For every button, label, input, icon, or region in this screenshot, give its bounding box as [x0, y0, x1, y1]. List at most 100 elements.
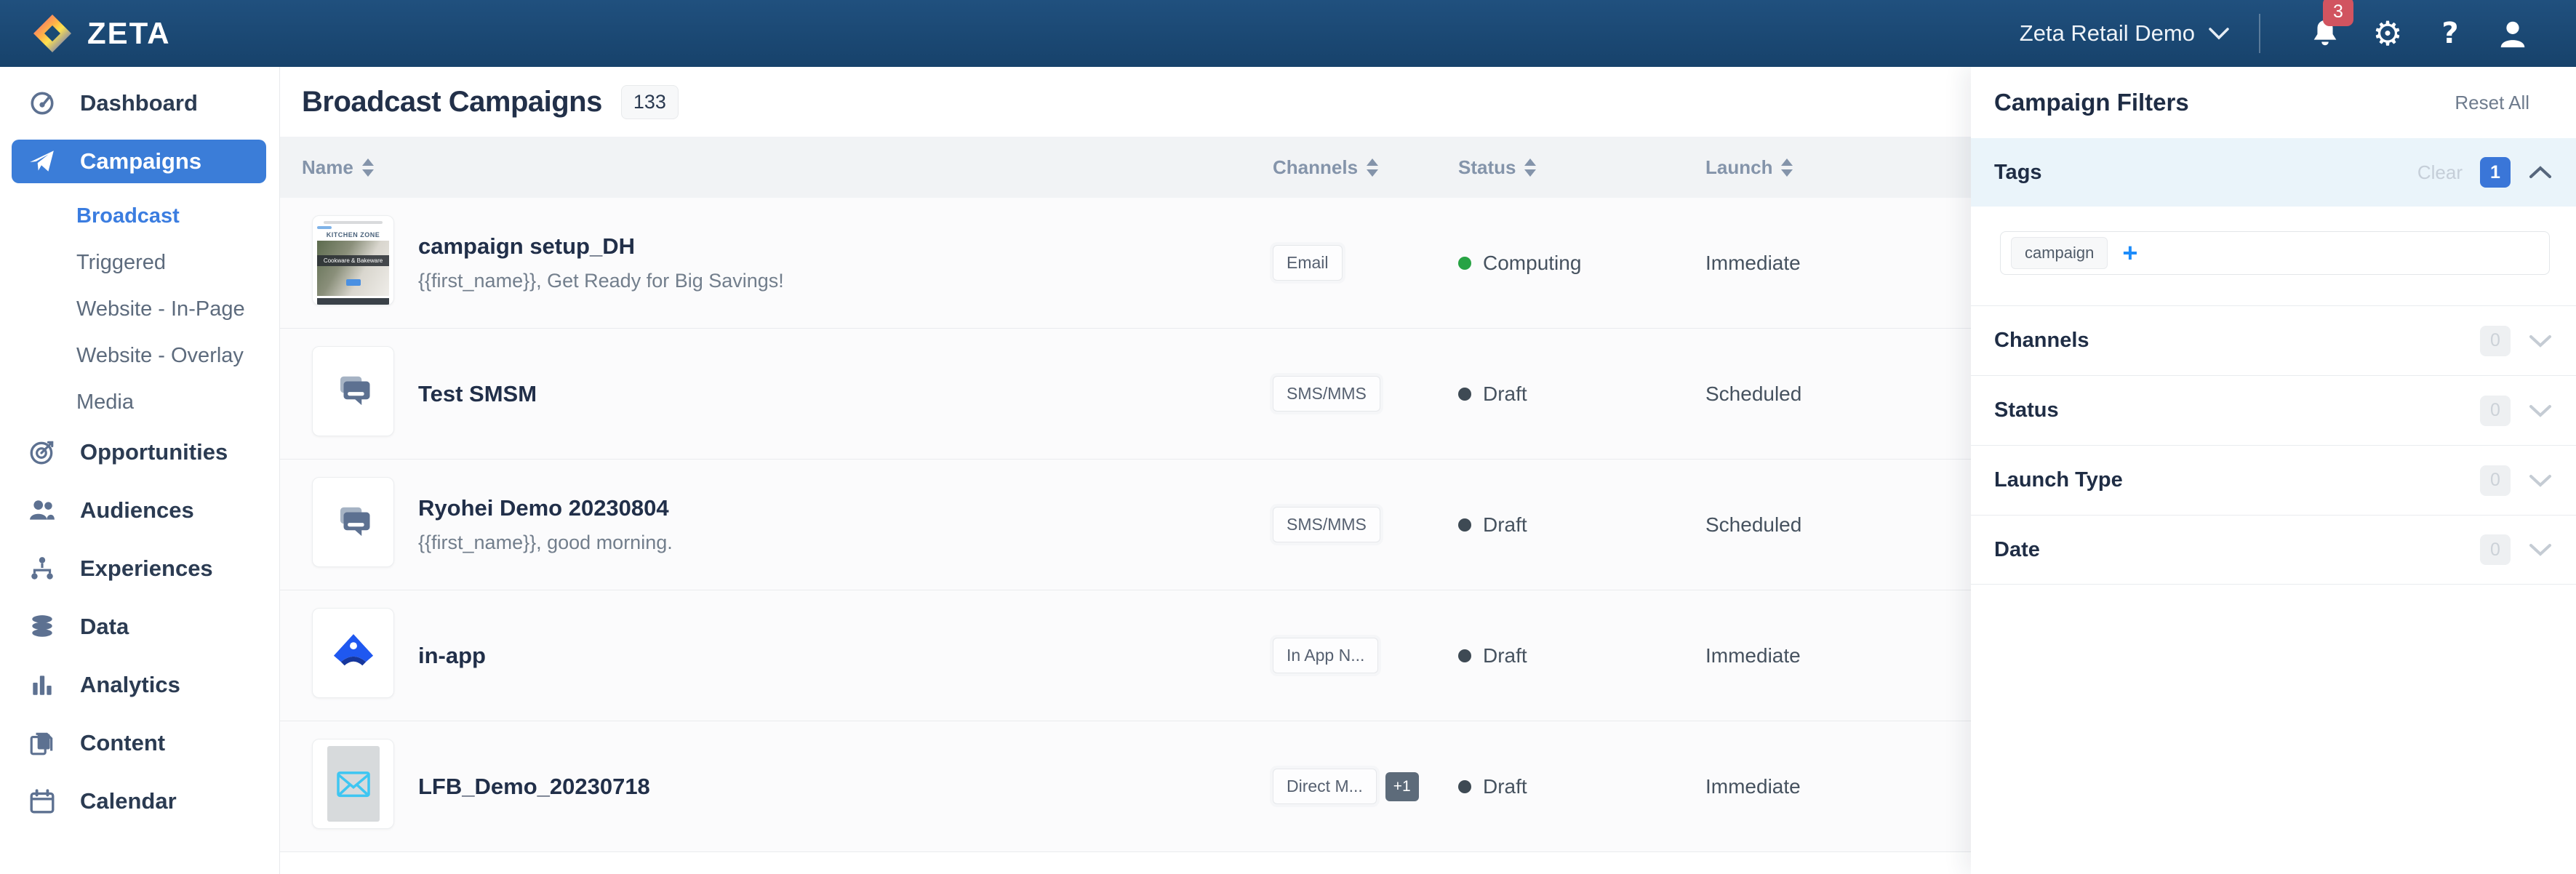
database-icon: [28, 613, 57, 641]
zeta-diamond-icon: [32, 13, 73, 54]
dashboard-icon: [28, 89, 57, 117]
name-cell: LFB_Demo_20230718: [418, 721, 650, 851]
column-header-status[interactable]: Status: [1458, 137, 1537, 198]
campaign-subject: {{first_name}}, good morning.: [418, 532, 673, 553]
sidebar-subitem-broadcast[interactable]: Broadcast: [76, 204, 180, 228]
table-row[interactable]: KITCHEN ZONE Cookware & Bakeware campaig…: [280, 198, 2576, 329]
sidebar-item-experiences[interactable]: Experiences: [12, 547, 266, 590]
campaign-name[interactable]: in-app: [418, 642, 486, 668]
status-text: Draft: [1483, 774, 1527, 798]
sidebar-item-label: Content: [80, 730, 166, 755]
date-count-badge: 0: [2480, 534, 2511, 565]
settings-button[interactable]: ⚙: [2356, 17, 2419, 50]
gear-icon: ⚙: [2372, 14, 2403, 53]
status-cell: Draft: [1458, 590, 1527, 721]
table-row[interactable]: Ryohei Demo 20230804 {{first_name}}, goo…: [280, 460, 2576, 590]
chevron-down-icon[interactable]: [2528, 473, 2553, 489]
sidebar-item-dashboard[interactable]: Dashboard: [12, 81, 266, 125]
sidebar-subitem-media[interactable]: Media: [76, 390, 134, 414]
launch-cell: Immediate: [1705, 590, 1801, 721]
sidebar-subitem-triggered[interactable]: Triggered: [76, 250, 167, 274]
help-button[interactable]: ?: [2419, 17, 2481, 50]
filter-section-date[interactable]: Date 0: [1971, 515, 2576, 585]
channels-cell: Direct M... +1: [1273, 721, 1419, 851]
chat-bubble-icon: [334, 502, 373, 542]
brand-name: ZETA: [87, 16, 171, 50]
tags-filter-header[interactable]: Tags Clear 1: [1971, 138, 2576, 207]
chevron-down-icon[interactable]: [2528, 542, 2553, 558]
channels-cell: In App N...: [1273, 590, 1379, 721]
filter-section-launch-type[interactable]: Launch Type 0: [1971, 445, 2576, 515]
tags-count-badge: 1: [2480, 157, 2511, 188]
launch-cell: Immediate: [1705, 721, 1801, 851]
notifications-button[interactable]: 3: [2294, 0, 2356, 51]
sidebar-item-opportunities[interactable]: Opportunities: [12, 430, 266, 474]
topbar-divider: [2259, 14, 2260, 53]
status-dot-draft: [1458, 649, 1471, 662]
column-header-launch[interactable]: Launch: [1705, 137, 1793, 198]
sidebar-item-content[interactable]: Content: [12, 721, 266, 765]
status-cell: Draft: [1458, 721, 1527, 851]
filter-section-channels[interactable]: Channels 0: [1971, 305, 2576, 375]
channel-chip: Email: [1273, 245, 1343, 281]
campaign-thumbnail-direct-mail: [312, 739, 394, 829]
email-preview-brand: KITCHEN ZONE: [326, 231, 380, 238]
envelope-icon: [333, 763, 374, 804]
tags-input[interactable]: campaign +: [2000, 231, 2550, 275]
tags-label: Tags: [1994, 160, 2042, 184]
zeta-logo[interactable]: ZETA: [32, 13, 171, 54]
account-switcher[interactable]: Zeta Retail Demo: [2020, 20, 2230, 47]
table-row[interactable]: Test SMSM SMS/MMS Draft Scheduled: [280, 329, 2576, 460]
bar-chart-icon: [28, 671, 57, 699]
status-cell: Draft: [1458, 460, 1527, 590]
email-preview-footer: [317, 298, 389, 305]
sidebar-item-calendar[interactable]: Calendar: [12, 779, 266, 823]
table-row[interactable]: in-app In App N... Draft Immediate: [280, 590, 2576, 721]
campaign-name[interactable]: LFB_Demo_20230718: [418, 773, 650, 799]
launch-type-count-badge: 0: [2480, 465, 2511, 496]
channels-count-badge: 0: [2480, 325, 2511, 356]
extra-channels-badge: +1: [1385, 771, 1419, 801]
sort-icon: [361, 158, 374, 177]
campaign-thumbnail-sms: [312, 477, 394, 567]
sidebar-subitem-website-overlay[interactable]: Website - Overlay: [76, 343, 244, 367]
status-text: Computing: [1483, 251, 1582, 274]
launch-text: Immediate: [1705, 644, 1801, 667]
sidebar-item-audiences[interactable]: Audiences: [12, 489, 266, 532]
target-icon: [28, 438, 57, 466]
campaign-name[interactable]: Test SMSM: [418, 380, 537, 406]
channels-cell: Email: [1273, 198, 1343, 328]
user-menu-button[interactable]: [2481, 17, 2544, 50]
add-tag-button[interactable]: +: [2122, 238, 2138, 268]
name-cell: Test SMSM: [418, 329, 537, 459]
account-name: Zeta Retail Demo: [2019, 20, 2195, 46]
column-header-name[interactable]: Name: [302, 137, 374, 198]
email-preview-button: [345, 279, 361, 286]
filter-section-status[interactable]: Status 0: [1971, 375, 2576, 445]
filters-title: Campaign Filters: [1994, 89, 2189, 116]
launch-cell: Scheduled: [1705, 329, 1801, 459]
campaign-name[interactable]: campaign setup_DH: [418, 233, 636, 259]
table-row[interactable]: LFB_Demo_20230718 Direct M... +1 Draft I…: [280, 721, 2576, 852]
campaign-thumbnail-in-app: [312, 608, 394, 698]
sort-icon: [1781, 158, 1793, 177]
clear-tags-button[interactable]: Clear: [2417, 161, 2463, 183]
status-text: Draft: [1483, 382, 1527, 405]
sidebar-item-label: Data: [80, 614, 129, 639]
chevron-down-icon[interactable]: [2528, 333, 2553, 349]
tag-chip-campaign[interactable]: campaign: [2011, 237, 2108, 269]
direct-mail-preview: [327, 746, 380, 822]
sidebar-item-data[interactable]: Data: [12, 605, 266, 649]
sidebar-item-analytics[interactable]: Analytics: [12, 663, 266, 707]
email-preview-textline: [323, 221, 383, 224]
sidebar-item-campaigns[interactable]: Campaigns: [12, 140, 266, 183]
column-header-channels[interactable]: Channels: [1273, 137, 1379, 198]
sidebar-subitem-website-in-page[interactable]: Website - In-Page: [76, 297, 245, 321]
status-cell: Computing: [1458, 198, 1581, 328]
reset-all-button[interactable]: Reset All: [2455, 91, 2529, 113]
chevron-up-icon[interactable]: [2528, 164, 2553, 180]
campaign-name[interactable]: Ryohei Demo 20230804: [418, 495, 669, 521]
chevron-down-icon[interactable]: [2528, 403, 2553, 419]
channel-chip: SMS/MMS: [1273, 507, 1380, 542]
